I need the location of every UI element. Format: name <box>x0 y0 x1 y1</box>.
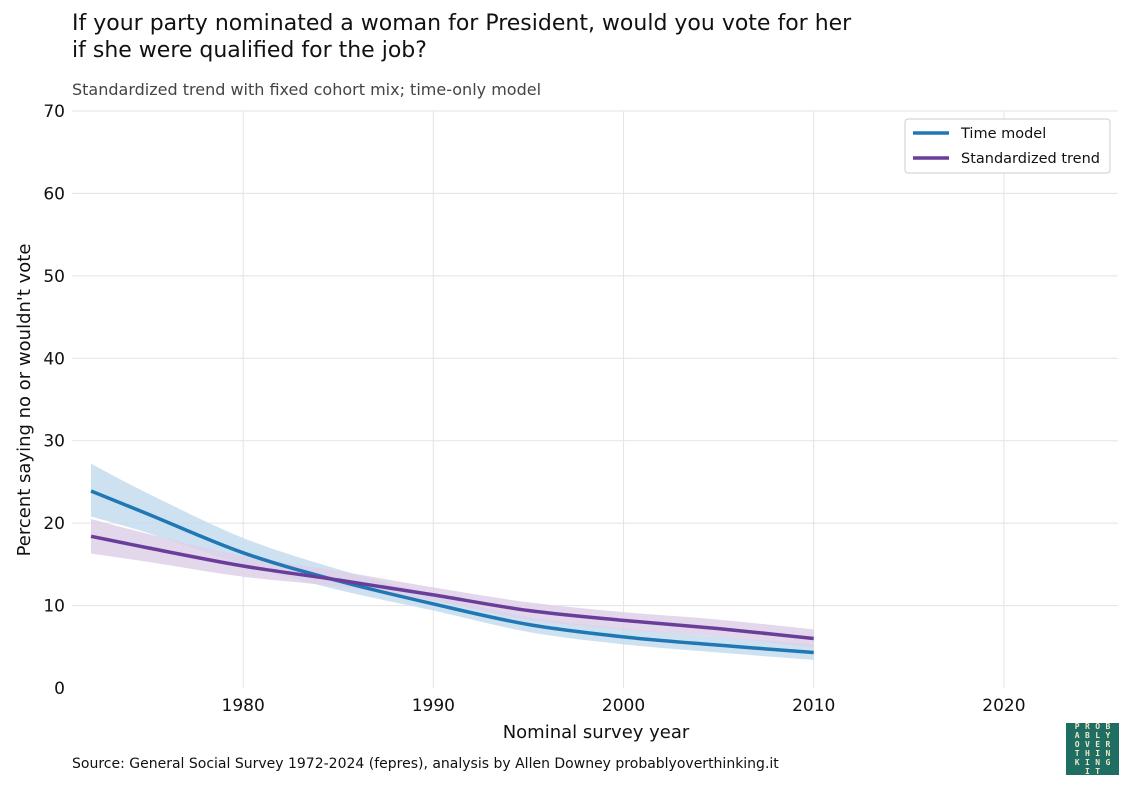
x-tick-label-2010: 2010 <box>792 696 835 716</box>
y-tick-label-30: 30 <box>43 432 65 452</box>
logo-letter: N <box>1105 749 1111 758</box>
line-time-model <box>90 489 814 655</box>
logo-letter: H <box>1084 749 1090 758</box>
y-axis-ticks: 0 10 20 30 40 50 60 70 <box>43 102 65 699</box>
logo-letter: B <box>1084 731 1090 740</box>
y-tick-label-0: 0 <box>54 679 65 699</box>
logo-letter: T <box>1074 749 1080 758</box>
logo-letter: Y <box>1105 731 1111 740</box>
logo-letter <box>1103 767 1113 776</box>
x-axis-ticks: 1980 1990 2000 2010 2020 <box>222 696 1026 716</box>
x-tick-label-2000: 2000 <box>602 696 645 716</box>
logo-letter: E <box>1095 740 1101 749</box>
line-standardized-trend <box>90 534 814 641</box>
logo-letter: P <box>1074 722 1080 731</box>
grid-lines <box>72 110 1118 688</box>
logo-letter: R <box>1105 740 1111 749</box>
y-tick-label-20: 20 <box>43 514 65 534</box>
logo-letter: L <box>1095 731 1101 740</box>
logo-letter <box>1072 767 1082 776</box>
y-tick-label-50: 50 <box>43 267 65 287</box>
y-tick-label-70: 70 <box>43 102 65 122</box>
y-axis-label: Percent saying no or wouldn't vote <box>14 244 35 557</box>
y-tick-label-40: 40 <box>43 349 65 369</box>
band-standardized-trend <box>91 519 814 648</box>
legend-label-standardized-trend: Standardized trend <box>961 151 1100 167</box>
logo-letter: O <box>1095 722 1101 731</box>
source-note: Source: General Social Survey 1972-2024 … <box>72 756 779 772</box>
x-axis-label: Nominal survey year <box>503 722 690 743</box>
x-tick-label-1990: 1990 <box>412 696 455 716</box>
y-tick-label-10: 10 <box>43 597 65 617</box>
x-tick-label-1980: 1980 <box>222 696 265 716</box>
chart-title: If your party nominated a woman for Pres… <box>72 10 972 64</box>
logo-letter: V <box>1084 740 1090 749</box>
x-tick-label-2020: 2020 <box>982 696 1025 716</box>
logo-letter: B <box>1105 722 1111 731</box>
logo-letter: O <box>1074 740 1080 749</box>
logo-letter: I <box>1095 749 1101 758</box>
logo-letter: T <box>1095 767 1101 776</box>
logo-letter: N <box>1095 758 1101 767</box>
chart-subtitle: Standardized trend with fixed cohort mix… <box>72 80 542 99</box>
legend-label-time-model: Time model <box>960 126 1046 142</box>
legend: Time model Standardized trend <box>904 118 1111 174</box>
logo-letter: A <box>1074 731 1080 740</box>
chart-title-line-1: If your party nominated a woman for Pres… <box>72 11 852 36</box>
logo-letter: I <box>1084 767 1090 776</box>
logo-letter: R <box>1084 722 1090 731</box>
logo-letter: G <box>1105 758 1111 767</box>
y-tick-label-60: 60 <box>43 184 65 204</box>
logo-letter: I <box>1084 758 1090 767</box>
logo-letter: K <box>1074 758 1080 767</box>
legend-box <box>904 118 1111 174</box>
series-lines <box>90 489 814 655</box>
chart-title-line-2: if she were qualified for the job? <box>72 38 427 63</box>
confidence-bands <box>91 463 814 660</box>
